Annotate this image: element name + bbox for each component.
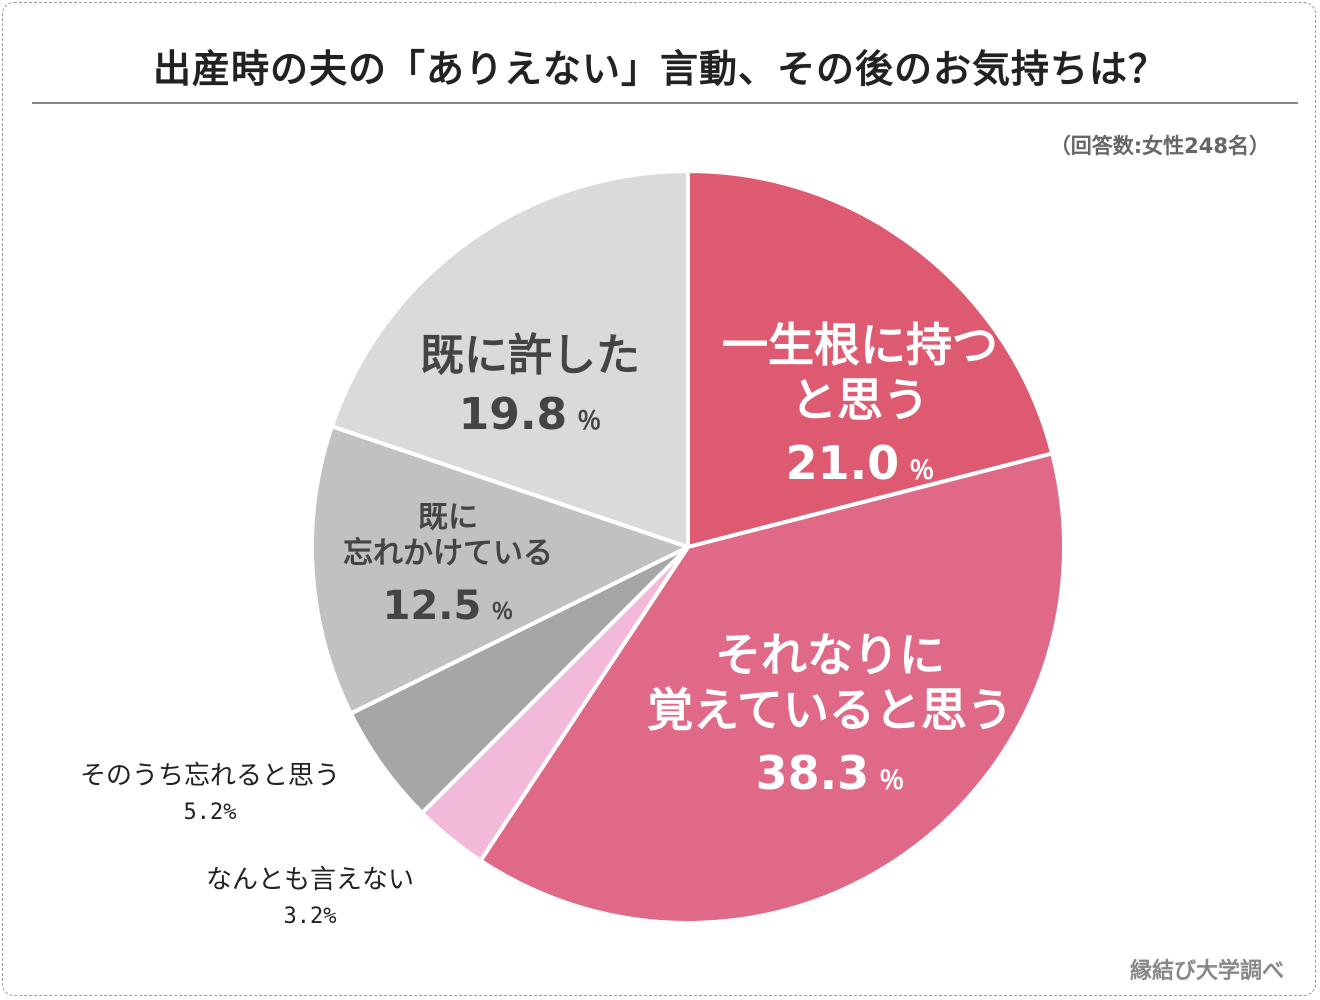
slice-value: 19.8 bbox=[458, 388, 568, 440]
slice-remember-somewhat bbox=[478, 451, 1066, 925]
source-credit: 縁結び大学調べ bbox=[1129, 959, 1284, 984]
slice-almost-forgotten bbox=[310, 424, 690, 716]
respondents-note: （回答数:女性248名） bbox=[1049, 134, 1270, 158]
percent-sign: ％ bbox=[909, 456, 935, 486]
slice-name-line: 既に bbox=[418, 500, 478, 535]
percent-sign: ％ bbox=[491, 600, 514, 625]
slice-name-line: 一生根に持つ bbox=[722, 318, 998, 372]
slice-label-lifelong-grudge: 一生根に持つ と思う 21.0 ％ bbox=[700, 318, 1020, 492]
percent-sign: ％ bbox=[577, 406, 602, 435]
slice-label-remember-somewhat: それなりに 覚えていると思う 38.3 ％ bbox=[630, 628, 1030, 802]
slice-label-already-forgiven: 既に許した 19.8 ％ bbox=[380, 330, 680, 442]
slice-value: 12.5 bbox=[382, 583, 482, 629]
slice-name-line: 忘れかけている bbox=[343, 536, 553, 571]
slice-already-forgiven bbox=[329, 169, 690, 549]
slice-value: 21.0 bbox=[785, 436, 900, 491]
slice-label-cannot-say: なんとも言えない 3.2% bbox=[160, 860, 460, 934]
slice-name-line: なんとも言えない bbox=[205, 865, 414, 895]
slice-lifelong-grudge bbox=[686, 169, 1055, 549]
slice-label-will-forget-eventually: そのうち忘れると思う 5.2% bbox=[40, 756, 380, 830]
title-divider bbox=[32, 102, 1298, 104]
slice-value: 38.3 bbox=[755, 746, 870, 801]
chart-title: 出産時の夫の「ありえない」言動、その後のお気持ちは？ bbox=[152, 47, 1167, 91]
slice-name-line: 覚えていると思う bbox=[647, 683, 1013, 738]
slice-name-line: と思う bbox=[791, 373, 929, 428]
slice-value: 3.2% bbox=[283, 904, 337, 930]
percent-sign: ％ bbox=[879, 766, 905, 796]
slice-value: 5.2% bbox=[183, 800, 237, 826]
slice-name-line: 既に許した bbox=[420, 330, 640, 381]
slice-name-line: そのうち忘れると思う bbox=[79, 761, 340, 791]
slice-name-line: それなりに bbox=[715, 628, 945, 682]
slice-label-almost-forgotten: 既に 忘れかけている 12.5 ％ bbox=[318, 500, 578, 630]
